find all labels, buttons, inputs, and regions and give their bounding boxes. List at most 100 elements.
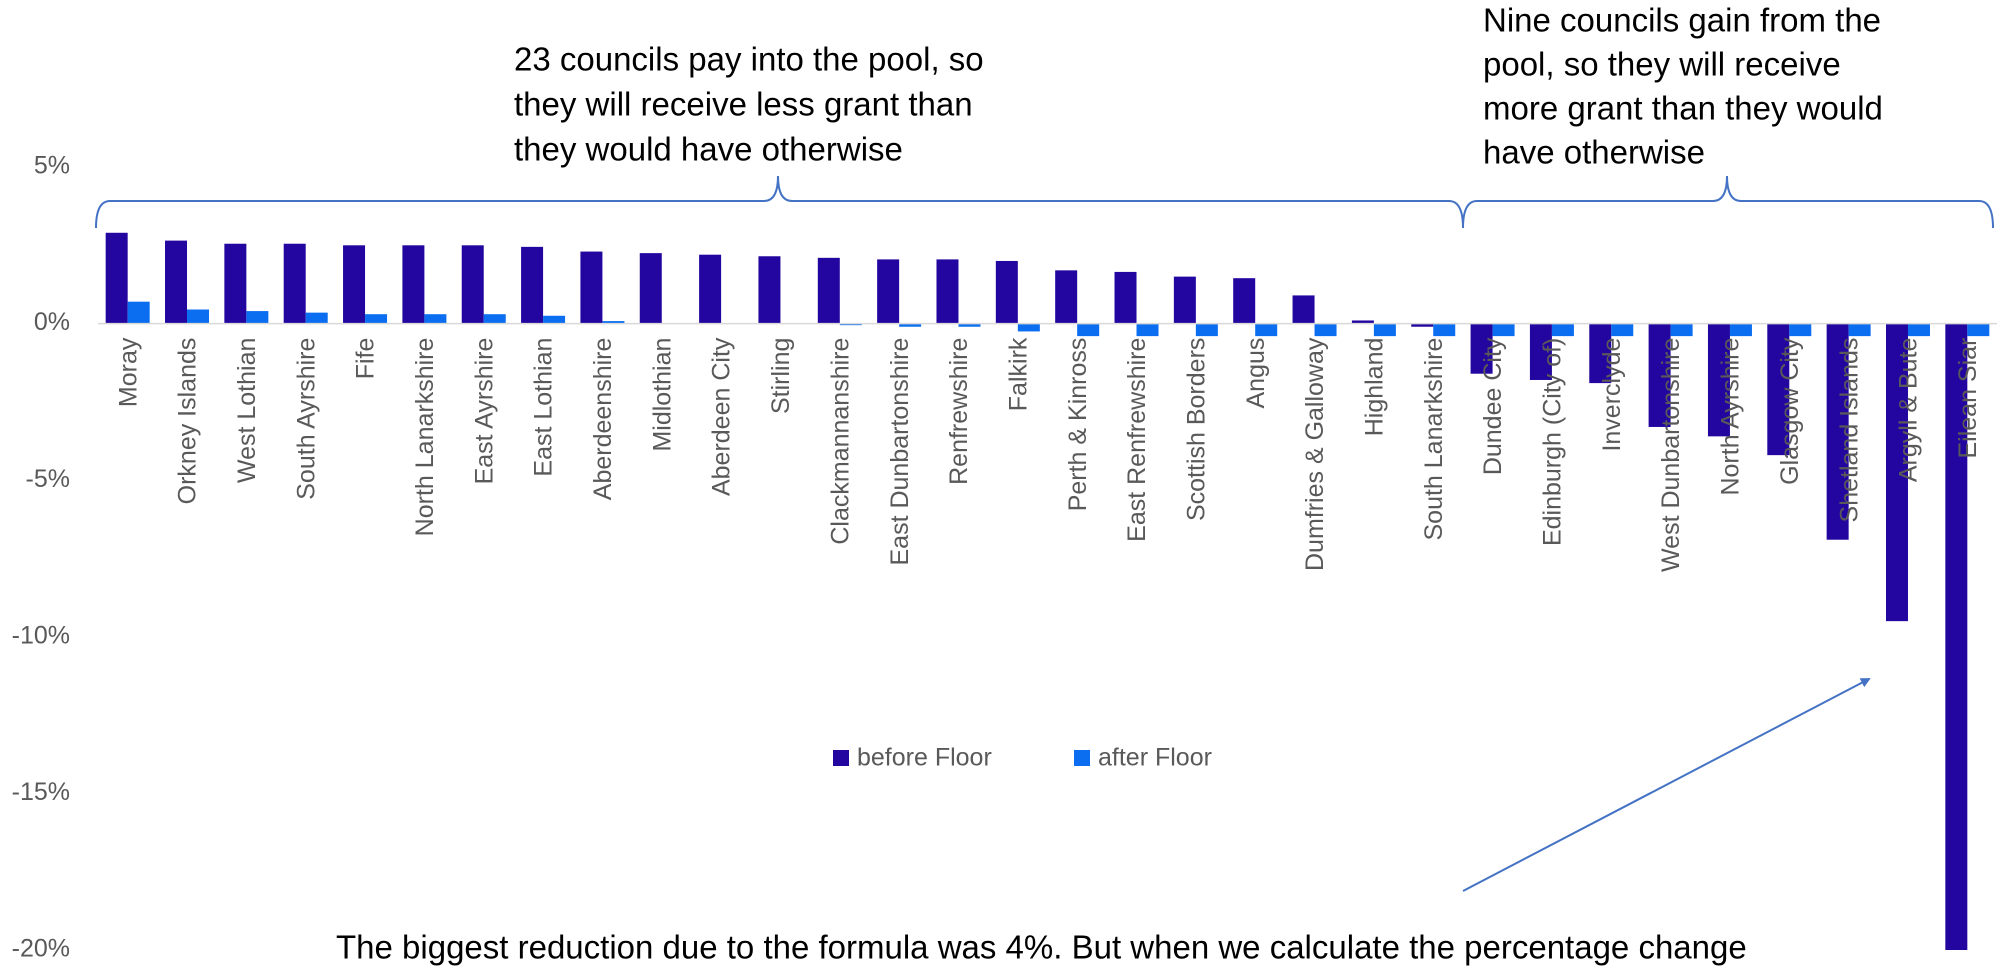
bar <box>936 259 959 324</box>
bar <box>639 253 662 324</box>
annotation: The biggest reduction due to the formula… <box>336 929 1747 966</box>
bar <box>543 315 566 324</box>
x-tick-label: Aberdeenshire <box>589 338 617 501</box>
bar <box>1648 323 1671 427</box>
x-tick-label: Angus <box>1242 338 1270 409</box>
bar <box>1729 323 1752 337</box>
arrow <box>1462 678 1871 892</box>
bar <box>1907 323 1930 337</box>
bar <box>899 323 922 327</box>
x-tick-label: Orkney Islands <box>174 338 202 505</box>
bar <box>402 245 425 324</box>
bar <box>305 312 328 324</box>
bar <box>224 243 247 324</box>
x-tick-label: West Lothian <box>233 338 261 483</box>
x-tick-label: Glasgow City <box>1776 337 1804 485</box>
bar <box>1492 323 1515 337</box>
x-tick-label: Midlothian <box>648 338 676 452</box>
x-tick-label: Falkirk <box>1004 337 1032 411</box>
bar <box>699 254 722 324</box>
bar <box>165 240 188 324</box>
x-tick-label: Highland <box>1361 338 1389 437</box>
bar <box>1055 270 1078 324</box>
annotation: they would have otherwise <box>514 131 903 168</box>
bar <box>105 232 128 324</box>
bar <box>1945 323 1968 951</box>
bar <box>839 323 862 326</box>
bar <box>1789 323 1812 337</box>
x-tick-label: South Lanarkshire <box>1420 338 1448 541</box>
bar <box>127 301 150 324</box>
bar <box>483 314 506 324</box>
bar <box>1292 295 1315 324</box>
x-tick-label: Inverclyde <box>1598 338 1626 452</box>
x-tick-label: North Ayrshire <box>1717 338 1745 496</box>
bar <box>1670 323 1693 337</box>
bar <box>283 243 306 324</box>
bar <box>1136 323 1159 337</box>
legend-label: after Floor <box>1098 744 1212 772</box>
bar <box>1967 323 1990 337</box>
bar <box>758 256 781 324</box>
bar <box>1233 278 1256 324</box>
bar <box>1195 323 1218 337</box>
x-tick-label: East Ayrshire <box>470 338 498 485</box>
x-tick-label: East Dunbartonshire <box>886 338 914 566</box>
y-tick-label: -20% <box>12 935 70 963</box>
brace-left <box>95 175 1464 229</box>
y-tick-label: -5% <box>26 465 70 493</box>
bar <box>1885 323 1908 622</box>
x-tick-label: Moray <box>114 337 142 407</box>
annotation: have otherwise <box>1483 134 1705 171</box>
bar <box>1351 320 1374 324</box>
bar <box>521 246 544 324</box>
x-tick-label: Eilean Siar <box>1954 338 1982 459</box>
x-tick-label: East Lothian <box>530 338 558 477</box>
x-tick-label: West Dunbartonshire <box>1657 338 1685 572</box>
bar <box>1611 323 1634 337</box>
x-tick-label: Fife <box>352 338 380 380</box>
y-tick-label: 5% <box>34 152 70 180</box>
bar <box>1551 323 1574 337</box>
x-tick-label: Dundee City <box>1479 337 1507 475</box>
annotation: more grant than they would <box>1483 90 1883 127</box>
x-tick-label: Stirling <box>767 338 795 414</box>
bar <box>958 323 981 327</box>
y-tick-label: 0% <box>34 308 70 336</box>
bar <box>1077 323 1100 337</box>
bar <box>1826 323 1849 540</box>
bar <box>877 259 900 324</box>
bar <box>995 260 1018 324</box>
bar <box>1529 323 1552 380</box>
annotation: Nine councils gain from the <box>1483 2 1881 39</box>
bar <box>1373 323 1396 337</box>
y-tick-label: -15% <box>12 778 70 806</box>
legend-swatch <box>833 750 849 766</box>
bar <box>1314 323 1337 337</box>
x-tick-label: East Renfrewshire <box>1123 338 1151 542</box>
bar <box>187 309 210 324</box>
bar <box>1173 276 1196 324</box>
annotation: pool, so they will receive <box>1483 46 1841 83</box>
bar <box>1433 323 1456 337</box>
bar <box>1255 323 1278 337</box>
bar <box>1767 323 1790 456</box>
bar <box>1114 271 1137 324</box>
x-tick-label: Edinburgh (City of) <box>1539 338 1567 546</box>
bar <box>817 257 840 324</box>
annotation: 23 councils pay into the pool, so <box>514 41 984 78</box>
bar <box>461 245 484 324</box>
bar <box>1470 323 1493 374</box>
x-tick-label: Renfrewshire <box>945 338 973 485</box>
brace-right <box>1462 175 1994 229</box>
x-tick-label: Perth & Kinross <box>1064 338 1092 512</box>
bar <box>602 321 625 324</box>
annotation: they will receive less grant than <box>514 86 973 123</box>
x-tick-label: North Lanarkshire <box>411 338 439 537</box>
legend-swatch <box>1074 750 1090 766</box>
x-tick-label: Clackmannanshire <box>826 338 854 545</box>
x-tick-label: Shetland Islands <box>1835 338 1863 523</box>
bar <box>1707 323 1730 437</box>
bar <box>246 311 269 324</box>
